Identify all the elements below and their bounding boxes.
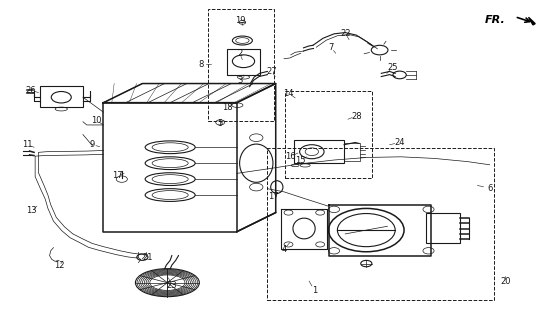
Text: 9: 9 bbox=[90, 140, 95, 149]
Bar bbox=[285, 91, 373, 178]
Text: 19: 19 bbox=[236, 16, 246, 25]
Text: 10: 10 bbox=[91, 116, 102, 125]
Text: 22: 22 bbox=[340, 29, 350, 38]
Text: 4: 4 bbox=[281, 245, 287, 254]
Text: 5: 5 bbox=[218, 119, 223, 129]
Text: 18: 18 bbox=[222, 103, 233, 112]
Text: 26: 26 bbox=[26, 86, 36, 95]
Text: 14: 14 bbox=[284, 89, 294, 98]
Text: 8: 8 bbox=[198, 60, 203, 69]
Bar bbox=[227, 49, 260, 75]
Bar bbox=[426, 213, 460, 244]
Bar bbox=[267, 148, 494, 300]
Text: 12: 12 bbox=[54, 261, 64, 270]
Text: 23: 23 bbox=[167, 281, 177, 290]
Text: 25: 25 bbox=[387, 63, 398, 72]
Text: 17: 17 bbox=[112, 172, 123, 180]
Text: 27: 27 bbox=[266, 67, 277, 76]
Text: 20: 20 bbox=[500, 277, 510, 286]
Text: 11: 11 bbox=[22, 140, 33, 149]
Text: FR.: FR. bbox=[485, 15, 505, 26]
Text: 21: 21 bbox=[143, 253, 153, 262]
Text: 13: 13 bbox=[26, 206, 37, 215]
Text: 16: 16 bbox=[285, 152, 295, 161]
Text: 15: 15 bbox=[295, 156, 306, 165]
Bar bbox=[40, 86, 83, 107]
Bar bbox=[294, 140, 344, 163]
Text: 28: 28 bbox=[351, 112, 361, 121]
Text: 7: 7 bbox=[329, 43, 334, 52]
Bar bbox=[344, 143, 360, 161]
Text: 2: 2 bbox=[237, 49, 242, 58]
Text: 3: 3 bbox=[237, 76, 242, 85]
Text: 24: 24 bbox=[394, 138, 405, 147]
Polygon shape bbox=[529, 17, 535, 25]
Bar bbox=[208, 9, 274, 121]
Text: 6: 6 bbox=[487, 184, 492, 193]
Text: 17: 17 bbox=[267, 192, 278, 201]
Text: 1: 1 bbox=[312, 286, 317, 295]
